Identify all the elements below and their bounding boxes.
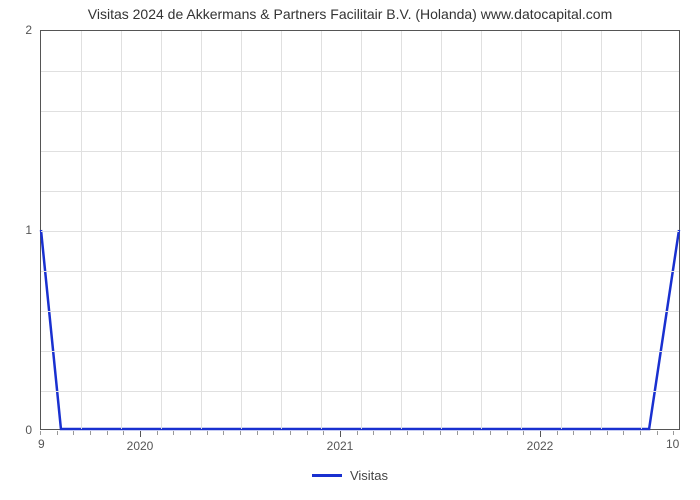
gridline-horizontal	[41, 151, 679, 152]
corner-label-right: 10	[666, 437, 679, 451]
legend-label: Visitas	[350, 468, 388, 483]
gridline-vertical	[641, 31, 642, 429]
x-tick-minor	[207, 431, 208, 435]
gridline-horizontal	[41, 271, 679, 272]
gridline-vertical	[361, 31, 362, 429]
gridline-horizontal	[41, 71, 679, 72]
x-tick-minor	[373, 431, 374, 435]
gridline-vertical	[281, 31, 282, 429]
gridline-horizontal	[41, 391, 679, 392]
x-tick-label: 2020	[127, 439, 154, 453]
series-line	[41, 230, 679, 429]
gridline-vertical	[601, 31, 602, 429]
gridline-vertical	[121, 31, 122, 429]
x-tick-minor	[457, 431, 458, 435]
x-tick-minor	[90, 431, 91, 435]
x-tick-minor	[673, 431, 674, 435]
x-tick-major	[340, 431, 341, 437]
legend: Visitas	[0, 468, 700, 483]
x-tick-label: 2021	[327, 439, 354, 453]
x-tick-minor	[657, 431, 658, 435]
gridline-vertical	[521, 31, 522, 429]
x-tick-minor	[123, 431, 124, 435]
x-tick-minor	[323, 431, 324, 435]
x-tick-minor	[623, 431, 624, 435]
x-tick-minor	[40, 431, 41, 435]
x-tick-minor	[157, 431, 158, 435]
x-tick-minor	[57, 431, 58, 435]
x-tick-minor	[273, 431, 274, 435]
x-tick-minor	[223, 431, 224, 435]
x-tick-minor	[557, 431, 558, 435]
gridline-vertical	[241, 31, 242, 429]
x-tick-minor	[590, 431, 591, 435]
gridline-horizontal	[41, 231, 679, 232]
x-tick-minor	[523, 431, 524, 435]
gridline-horizontal	[41, 351, 679, 352]
gridline-vertical	[81, 31, 82, 429]
x-tick-minor	[473, 431, 474, 435]
corner-label-left: 9	[38, 437, 45, 451]
y-tick-label: 2	[0, 23, 32, 37]
x-tick-minor	[307, 431, 308, 435]
y-tick-label: 0	[0, 423, 32, 437]
gridline-horizontal	[41, 111, 679, 112]
x-tick-minor	[73, 431, 74, 435]
x-tick-major	[540, 431, 541, 437]
x-tick-minor	[573, 431, 574, 435]
gridline-horizontal	[41, 191, 679, 192]
chart-title: Visitas 2024 de Akkermans & Partners Fac…	[0, 6, 700, 22]
plot-area	[40, 30, 680, 430]
gridline-vertical	[401, 31, 402, 429]
x-tick-minor	[407, 431, 408, 435]
gridline-vertical	[561, 31, 562, 429]
gridline-vertical	[481, 31, 482, 429]
x-tick-minor	[257, 431, 258, 435]
x-tick-minor	[107, 431, 108, 435]
x-tick-minor	[290, 431, 291, 435]
line-series	[41, 31, 679, 429]
x-tick-minor	[507, 431, 508, 435]
x-tick-minor	[357, 431, 358, 435]
x-tick-minor	[440, 431, 441, 435]
x-tick-minor	[490, 431, 491, 435]
gridline-vertical	[161, 31, 162, 429]
x-tick-minor	[240, 431, 241, 435]
gridline-vertical	[321, 31, 322, 429]
x-tick-major	[140, 431, 141, 437]
gridline-vertical	[201, 31, 202, 429]
x-tick-minor	[640, 431, 641, 435]
gridline-horizontal	[41, 311, 679, 312]
x-tick-minor	[390, 431, 391, 435]
legend-swatch	[312, 474, 342, 477]
x-tick-minor	[423, 431, 424, 435]
y-tick-label: 1	[0, 223, 32, 237]
x-tick-label: 2022	[527, 439, 554, 453]
x-tick-minor	[607, 431, 608, 435]
chart-container: Visitas 2024 de Akkermans & Partners Fac…	[0, 0, 700, 500]
x-tick-minor	[190, 431, 191, 435]
x-tick-minor	[173, 431, 174, 435]
gridline-vertical	[441, 31, 442, 429]
